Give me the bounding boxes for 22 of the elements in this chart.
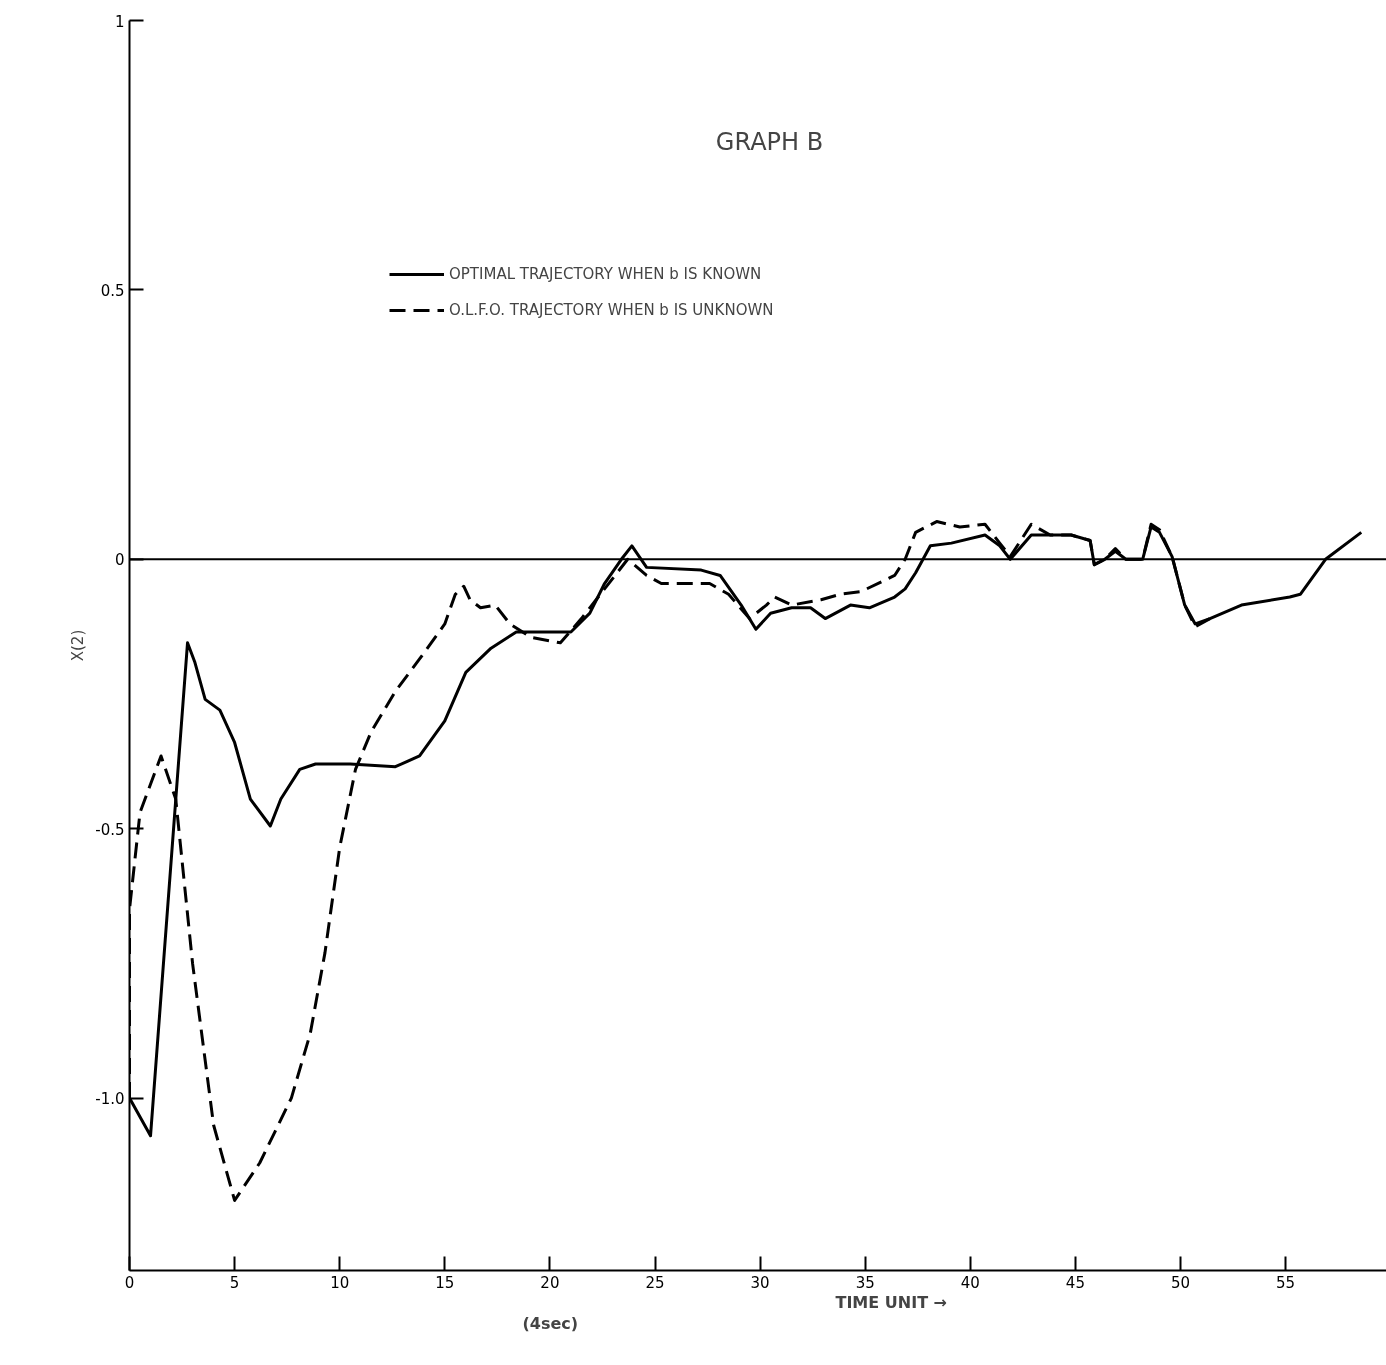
x-tick-label: 10 bbox=[330, 1273, 350, 1292]
y-tick-label: -1.0 bbox=[95, 1090, 125, 1109]
x-tick-label: 55 bbox=[1276, 1273, 1296, 1292]
x-tick-label: 20 bbox=[540, 1273, 560, 1292]
text: (4sec) bbox=[522, 1313, 579, 1333]
legend-label: OPTIMAL TRAJECTORY WHEN b IS KNOWN bbox=[449, 265, 762, 283]
legend-label: O.L.F.O. TRAJECTORY WHEN b IS UNKNOWN bbox=[449, 301, 774, 319]
x-tick-label: 50 bbox=[1170, 1273, 1191, 1292]
x-tick-label: 25 bbox=[645, 1273, 665, 1292]
text: GRAPH B bbox=[715, 127, 824, 156]
x-axis-title: TIME UNIT → bbox=[835, 1292, 948, 1312]
y-tick-label: 0.5 bbox=[100, 281, 125, 300]
x-tick-label: 35 bbox=[855, 1273, 875, 1292]
x-tick-label: 30 bbox=[750, 1273, 770, 1292]
x-tick-label: 15 bbox=[435, 1273, 455, 1292]
x-tick-label: 5 bbox=[229, 1273, 240, 1292]
x-tick-label: 45 bbox=[1065, 1273, 1085, 1292]
y-tick-label: 1 bbox=[114, 12, 125, 31]
y-tick-label: 0 bbox=[114, 551, 125, 570]
y-tick-label: -0.5 bbox=[95, 820, 125, 839]
y-axis-title: X(2) bbox=[69, 629, 88, 662]
x-tick-label: 40 bbox=[960, 1273, 980, 1292]
